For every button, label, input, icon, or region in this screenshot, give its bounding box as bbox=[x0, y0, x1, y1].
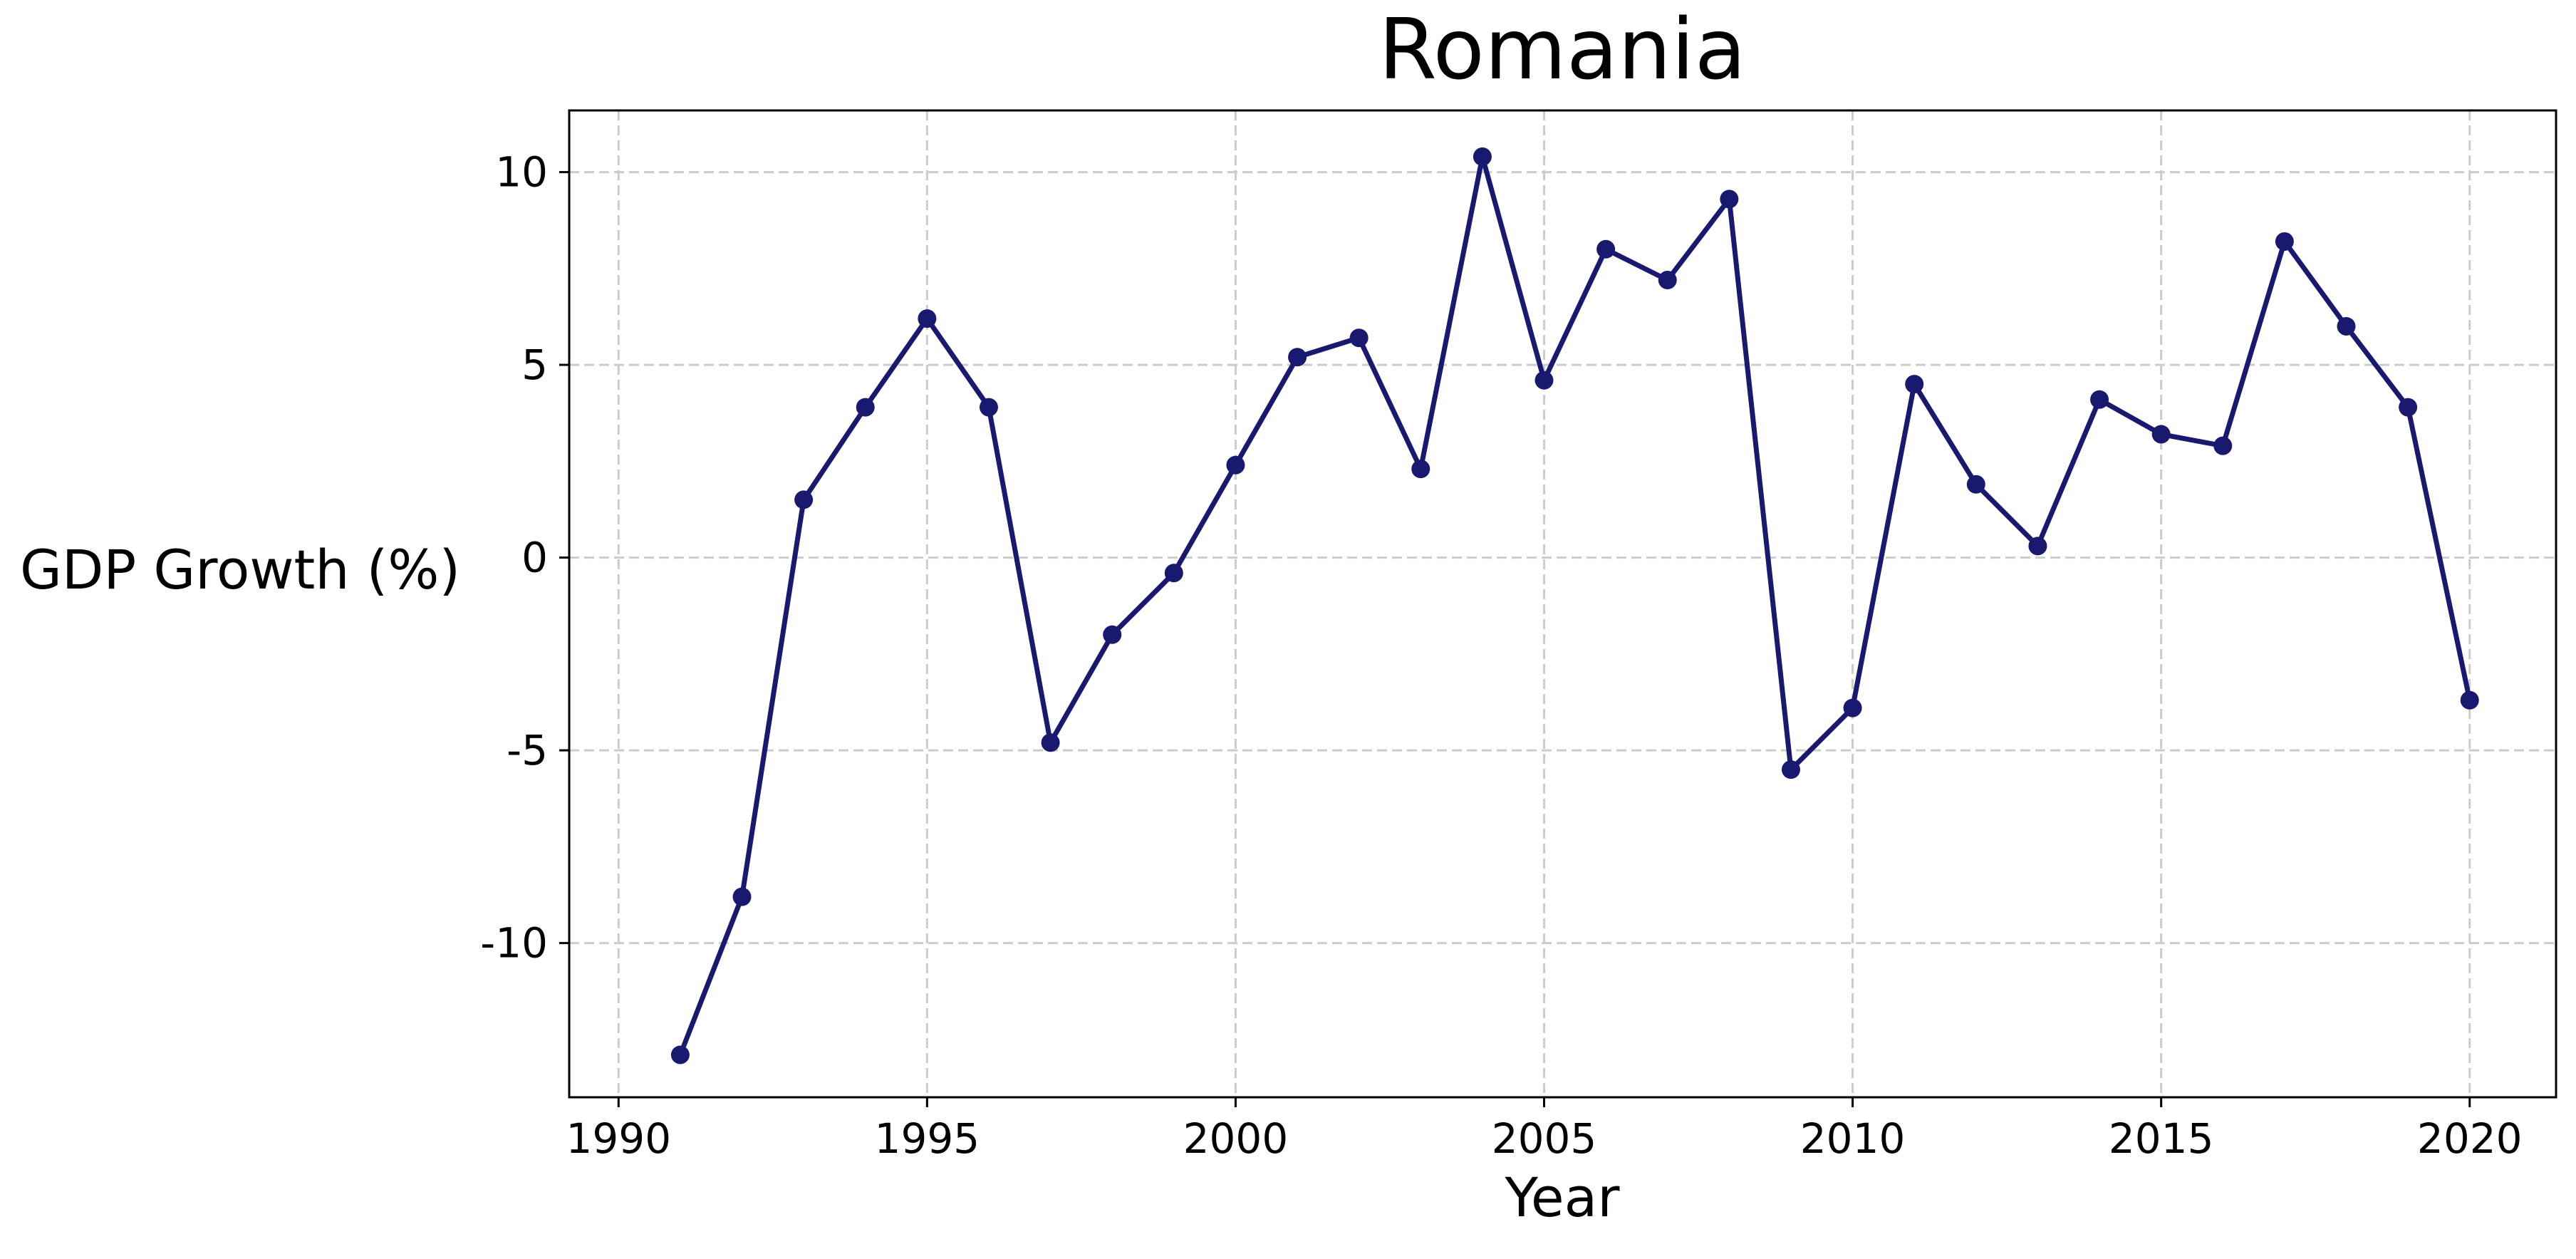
data-point-layer bbox=[670, 147, 2479, 1064]
data-point bbox=[918, 309, 937, 328]
x-tick-label: 2015 bbox=[2109, 1114, 2214, 1163]
data-point bbox=[1349, 328, 1368, 348]
y-tick-label: 10 bbox=[495, 148, 548, 197]
series-line bbox=[677, 154, 2473, 1056]
data-point bbox=[1596, 239, 1616, 259]
x-axis-label: Year bbox=[1505, 1166, 1621, 1229]
data-point bbox=[732, 887, 752, 906]
data-point bbox=[1164, 564, 1183, 583]
data-point bbox=[856, 398, 875, 417]
data-point bbox=[979, 398, 998, 417]
data-point bbox=[2275, 232, 2294, 251]
x-tick-label: 2020 bbox=[2417, 1114, 2523, 1163]
data-point bbox=[1288, 348, 1307, 367]
data-point bbox=[2337, 316, 2356, 336]
x-tick-label: 2000 bbox=[1183, 1114, 1289, 1163]
data-point bbox=[794, 490, 814, 509]
x-tick-label: 1995 bbox=[875, 1114, 980, 1163]
x-axis-ticks: 1990 1995 2000 2005 2010 2015 2020 bbox=[566, 1097, 2523, 1163]
grid-lines bbox=[569, 110, 2556, 1097]
x-tick-label: 1990 bbox=[566, 1114, 671, 1163]
data-point bbox=[2213, 436, 2233, 455]
chart-title: Romania bbox=[1378, 0, 1746, 98]
data-point bbox=[1843, 698, 1862, 717]
data-point bbox=[1905, 375, 1924, 394]
series-line-layer bbox=[677, 154, 2473, 1056]
y-axis-ticks: -10 -5 0 5 10 bbox=[480, 148, 569, 968]
x-tick-label: 2005 bbox=[1492, 1114, 1597, 1163]
y-axis-label: GDP Growth (%) bbox=[20, 538, 460, 601]
data-point bbox=[1411, 460, 1430, 479]
plot-area-frame bbox=[568, 109, 2557, 1099]
data-point bbox=[1781, 760, 1800, 779]
data-point bbox=[2090, 390, 2109, 409]
data-point bbox=[1966, 475, 1985, 494]
data-point bbox=[1473, 147, 1492, 166]
data-point bbox=[2151, 425, 2171, 444]
y-tick-label: -10 bbox=[480, 919, 548, 968]
data-point bbox=[1534, 371, 1554, 390]
data-point bbox=[1658, 271, 1677, 290]
data-point bbox=[2460, 690, 2479, 710]
data-point bbox=[2399, 398, 2418, 417]
data-point bbox=[1103, 625, 1122, 644]
x-tick-label: 2010 bbox=[1800, 1114, 1906, 1163]
y-tick-label: -5 bbox=[507, 726, 548, 774]
data-point bbox=[1226, 455, 1245, 475]
data-point bbox=[1720, 190, 1739, 209]
y-tick-label: 0 bbox=[521, 534, 548, 582]
data-point bbox=[670, 1045, 690, 1064]
data-point bbox=[1041, 733, 1060, 752]
data-point bbox=[2028, 537, 2047, 556]
y-tick-label: 5 bbox=[521, 341, 548, 389]
